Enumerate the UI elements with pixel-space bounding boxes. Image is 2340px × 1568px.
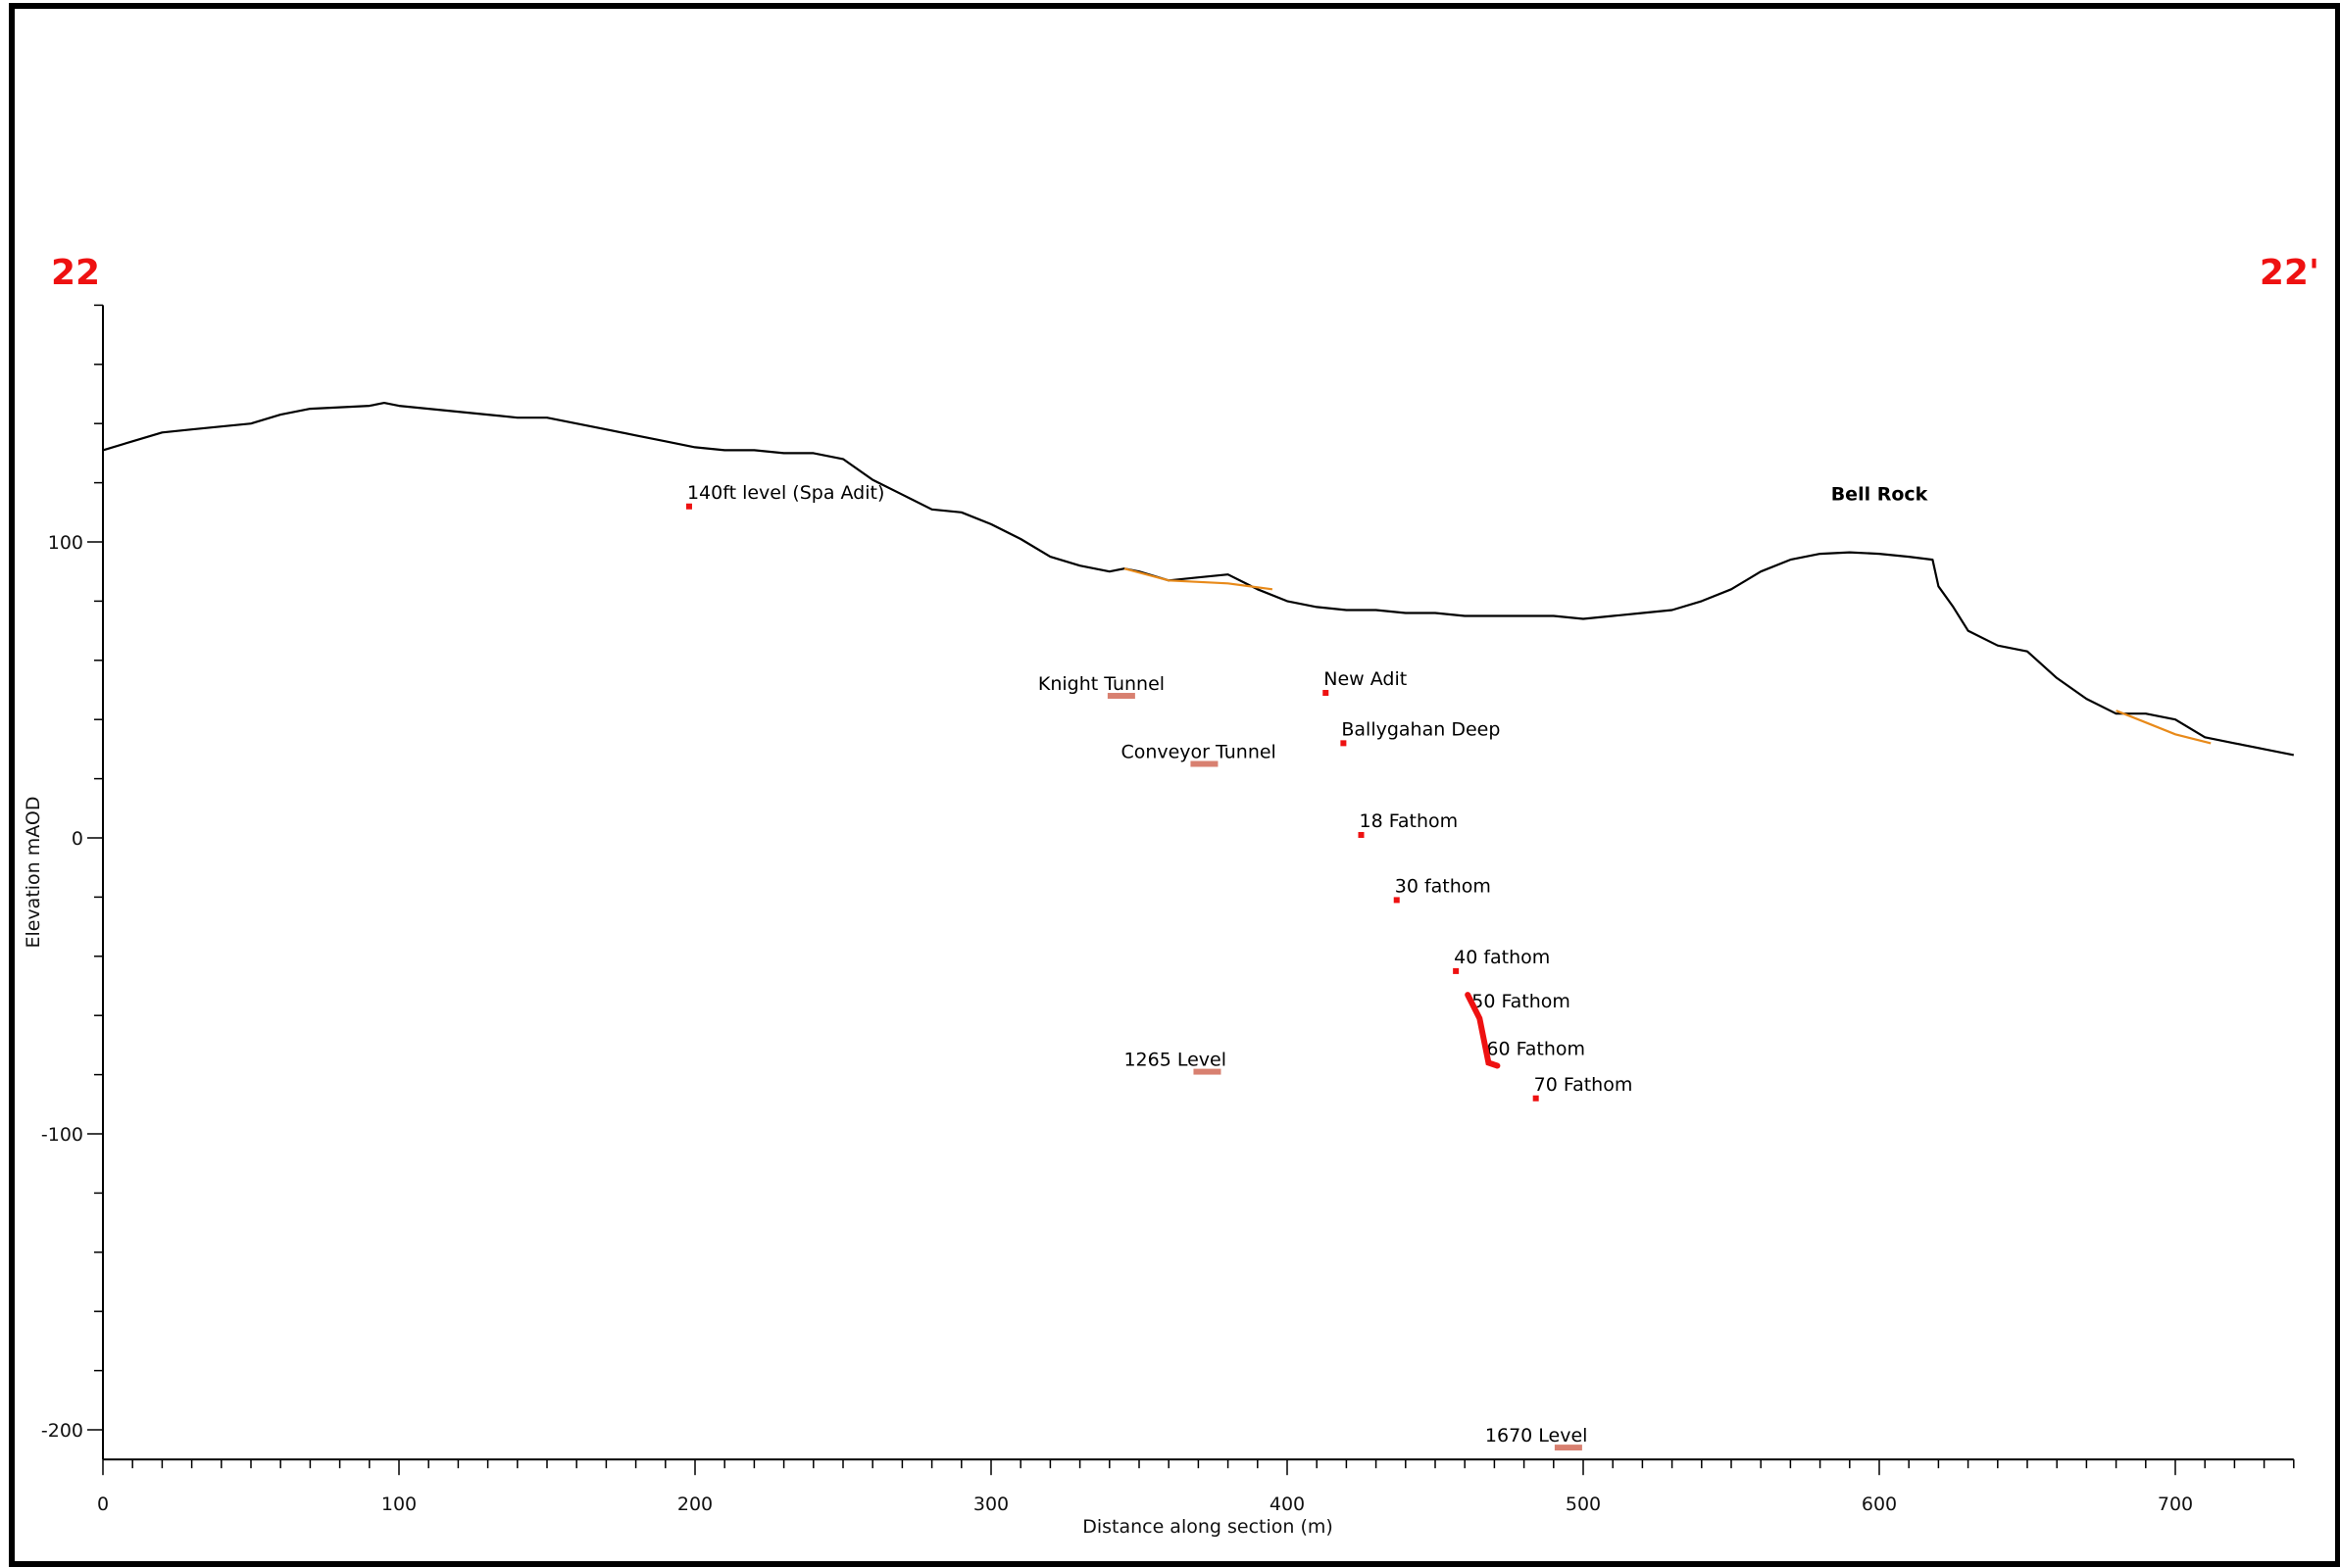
x-tick-label: 0 [97,1494,109,1515]
overburden-base-line [1123,567,1273,591]
tunnel-marker [1554,1445,1582,1451]
x-tick-label: 300 [973,1494,1009,1515]
y-axis-title: Elevation mAOD [23,796,44,948]
feature-label: 40 fathom [1454,947,1550,968]
place-annotation: Bell Rock [1831,484,1928,506]
axes: 0 100 200 300 400 500 600 700 100 0 -100 -200 [41,304,2295,1515]
level-marker [1393,897,1400,904]
x-axis-title: Distance along section (m) [1082,1516,1333,1538]
mine-features: 140ft level (Spa Adit) Knight Tunnel Conve… [685,482,1928,1451]
x-tick-label: 500 [1566,1494,1601,1515]
feature-label: 60 Fathom [1486,1039,1585,1060]
x-tick-label: 600 [1862,1494,1897,1515]
y-tick-label: 100 [48,532,83,554]
x-tick-label: 700 [2158,1494,2193,1515]
x-tick-label: 400 [1270,1494,1305,1515]
tunnel-marker [1190,760,1219,767]
feature-label: Conveyor Tunnel [1120,742,1275,763]
feature-label: 30 fathom [1395,875,1491,897]
x-tick-label: 200 [677,1494,713,1515]
feature-label: 1670 Level [1485,1425,1588,1446]
feature-label: New Adit [1323,668,1407,690]
level-marker [1532,1095,1539,1102]
feature-label: 18 Fathom [1360,810,1459,832]
feature-label: 50 Fathom [1471,991,1570,1012]
inclined-shaft-line [1465,992,1501,1069]
ground-profile [102,402,2295,757]
feature-label: 140ft level (Spa Adit) [687,482,884,504]
level-marker [1358,831,1365,838]
feature-label: Knight Tunnel [1038,673,1165,695]
y-tick-label: -200 [41,1420,83,1442]
tunnel-marker [1107,693,1135,700]
feature-label: 1265 Level [1123,1050,1226,1071]
y-tick-label: -100 [41,1124,83,1146]
level-marker [685,503,692,510]
level-marker [1322,690,1329,697]
overburden-base-line [2116,710,2212,745]
feature-label: 70 Fathom [1534,1074,1633,1096]
x-tick-label: 100 [381,1494,417,1515]
level-marker [1340,740,1347,747]
section-end-label: 22' [2260,253,2319,293]
tunnel-marker [1193,1068,1221,1075]
section-start-label: 22 [51,253,100,293]
y-tick-label: 0 [72,828,83,850]
ground-surface-line [102,402,2295,757]
feature-label: Ballygahan Deep [1341,718,1500,740]
figure-border [9,3,2340,1567]
level-marker [1453,967,1460,974]
